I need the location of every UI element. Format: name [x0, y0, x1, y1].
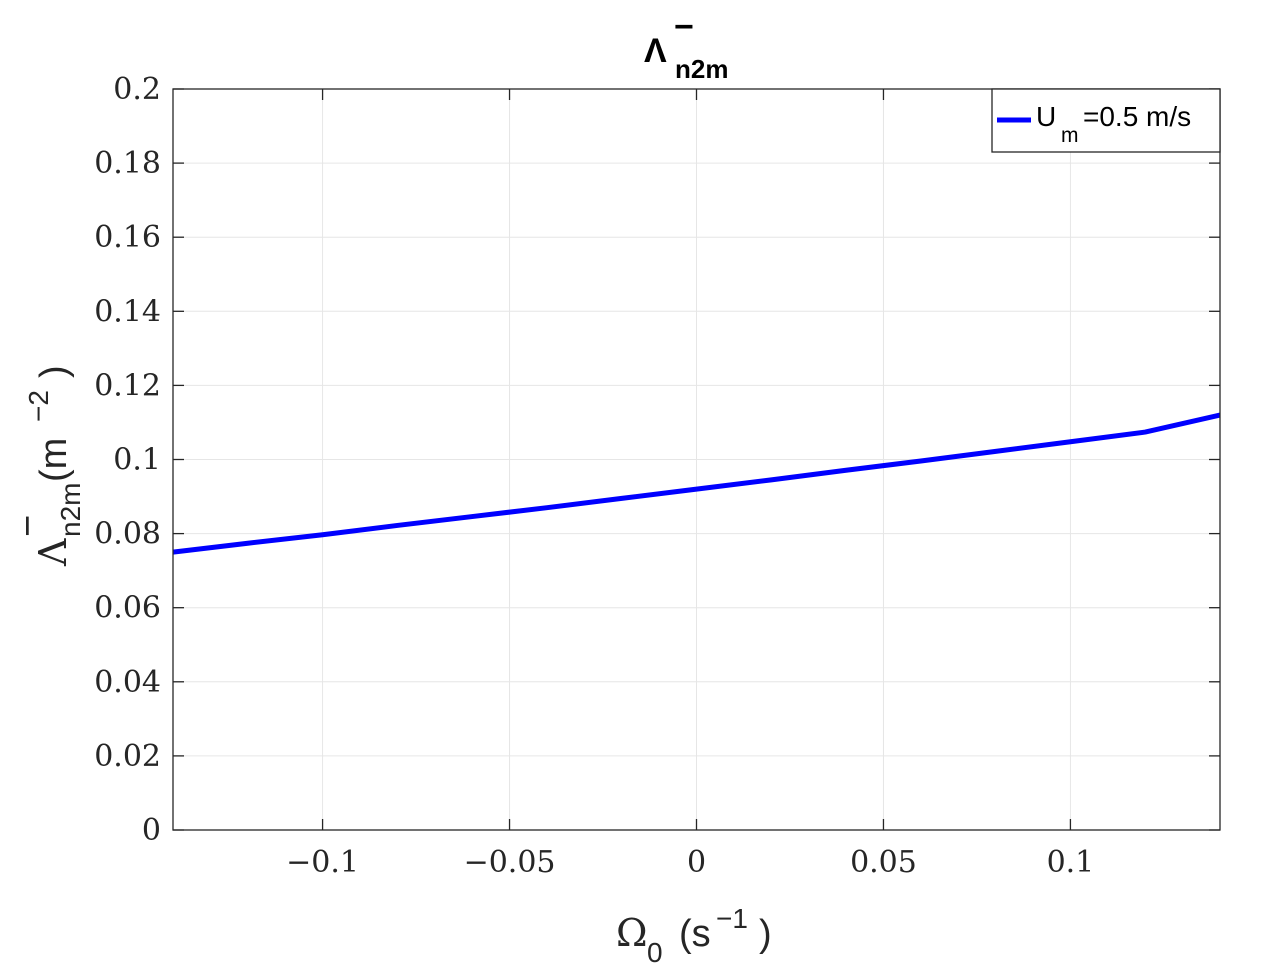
series-layer: [172, 412, 1221, 555]
y-tick-labels: 0 0.02 0.04 0.06 0.08 0.1 0.12 0.14 0.16 0.18 0.2: [94, 72, 161, 848]
legend-label-subscript: m: [1061, 124, 1079, 147]
x-tick-label: −0.1: [286, 845, 359, 880]
y-tick-label: 0.04: [94, 665, 161, 700]
legend-label-rest: =0.5 m/s: [1083, 101, 1191, 132]
x-tick-label: 0: [687, 845, 706, 880]
x-label-unit-open: (s: [679, 913, 711, 955]
y-axis-label: Λ − n2m (m −2 ): [7, 365, 86, 567]
y-tick-label: 0.1: [113, 443, 161, 478]
y-tick-label: 0: [142, 813, 161, 848]
grid-lines: [173, 88, 1220, 831]
y-tick-label: 0.02: [94, 739, 161, 774]
x-tick-label: 0.05: [850, 845, 917, 880]
y-label-subscript: n2m: [55, 483, 86, 537]
x-label-unit-close: ): [759, 913, 772, 955]
plot-area-frame: [172, 88, 1221, 831]
y-tick-label: 0.16: [94, 220, 161, 255]
y-label-unit-open: (m: [33, 438, 75, 482]
title-superscript: −: [674, 8, 694, 46]
x-tick-label: −0.05: [464, 845, 556, 880]
chart-title: Λ − n2m: [644, 8, 728, 84]
y-tick-label: 0.2: [113, 72, 161, 107]
y-label-unit-superscript: −2: [23, 390, 54, 422]
x-label-unit-superscript: −1: [716, 903, 748, 934]
y-label-superscript: −: [7, 515, 49, 537]
y-tick-label: 0.14: [94, 294, 161, 329]
y-tick-label: 0.12: [94, 368, 161, 403]
y-label-symbol: Λ: [31, 538, 75, 567]
legend-label-main: U: [1036, 101, 1056, 132]
x-label-symbol: Ω: [616, 911, 648, 955]
x-tick-label: 0.1: [1047, 845, 1095, 880]
y-label-unit-close: ): [33, 365, 75, 378]
x-tick-labels: −0.1 −0.05 0 0.05 0.1: [286, 845, 1094, 880]
legend: U m =0.5 m/s: [991, 88, 1221, 153]
title-subscript: n2m: [675, 54, 728, 84]
y-tick-label: 0.18: [94, 146, 161, 181]
x-axis-label: Ω 0 (s −1 ): [616, 903, 772, 968]
title-symbol: Λ: [644, 32, 667, 70]
y-tick-label: 0.06: [94, 591, 161, 626]
series-line: [172, 412, 1221, 555]
x-label-subscript: 0: [647, 937, 663, 968]
y-tick-label: 0.08: [94, 517, 161, 552]
